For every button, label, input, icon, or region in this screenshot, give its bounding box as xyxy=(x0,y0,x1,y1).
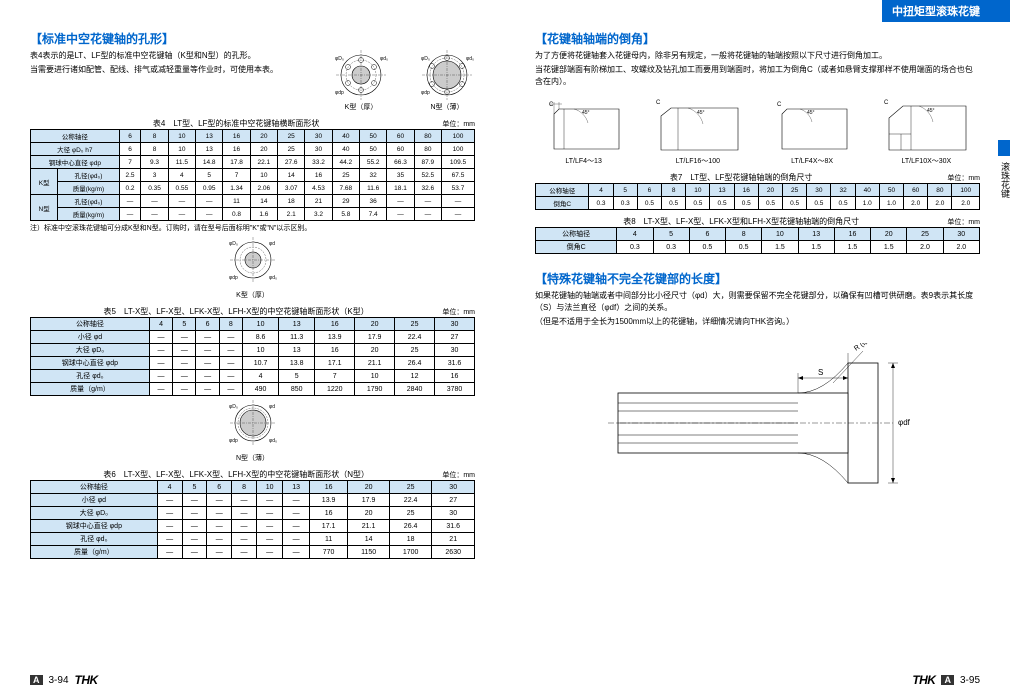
unit-label: 单位：mm xyxy=(442,307,475,317)
page-number-prefix: A xyxy=(30,675,43,685)
table5-diagram: φD₀φd φdpφd₀ K型（厚） xyxy=(30,237,475,300)
body-text: 为了方便将花键轴套入花键母内，除非另有规定，一般将花键轴的轴端按照以下尺寸进行倒… xyxy=(535,50,980,62)
section-title-special: 【特殊花键轴不完全花键部的长度】 xyxy=(535,270,980,287)
diagram-label: N型（薄） xyxy=(419,102,475,112)
spline-illustration: S R (砂轮半径) φdf xyxy=(535,343,980,498)
svg-text:φdp: φdp xyxy=(335,90,344,96)
table7-caption: 表7 LT型、LF型花键轴轴端的倒角尺寸 xyxy=(535,172,947,183)
side-tab: 滚珠花键 xyxy=(998,140,1010,200)
chamfer-diagrams: C 45° LT/LF4～13 C 45° LT/LF16～100 C xyxy=(535,94,980,166)
section-title-1: 【标准中空花键轴的孔形】 xyxy=(30,30,475,47)
svg-text:φd₀: φd₀ xyxy=(269,275,277,281)
svg-text:φdp: φdp xyxy=(421,90,430,96)
svg-text:45°: 45° xyxy=(807,110,815,116)
svg-text:φd: φd xyxy=(269,241,275,247)
section-title-chamfer: 【花键轴轴端的倒角】 xyxy=(535,30,980,47)
unit-label: 单位：mm xyxy=(947,173,980,183)
unit-label: 单位：mm xyxy=(442,119,475,129)
table5-caption: 表5 LT-X型、LF-X型、LFK-X型、LFH-X型的中空花键轴断面形状（K… xyxy=(30,306,442,317)
svg-text:φd: φd xyxy=(269,404,275,410)
svg-text:C: C xyxy=(549,102,554,108)
thk-logo: THK xyxy=(75,673,98,687)
table5: 公称轴径4568101316202530小径 φd————8.611.313.9… xyxy=(30,317,475,396)
table6: 公称轴径4568101316202530小径 φd——————13.917.92… xyxy=(30,480,475,559)
unit-label: 单位：mm xyxy=(947,217,980,227)
svg-text:φd₀: φd₀ xyxy=(380,56,388,62)
footer-left: A 3-94 THK xyxy=(30,673,98,687)
table4: 公称轴径6810131620253040506080100大径 φD₀ h768… xyxy=(30,129,475,221)
body-text: 当需要进行诸如配管、配线、排气或减轻重量等作业时，可使用本表。 xyxy=(30,64,323,76)
svg-text:φd₀: φd₀ xyxy=(466,56,474,62)
svg-text:C: C xyxy=(884,100,889,106)
table6-caption: 表6 LT-X型、LF-X型、LFK-X型、LFH-X型的中空花键轴断面形状（N… xyxy=(30,469,442,480)
svg-text:45°: 45° xyxy=(582,110,590,116)
unit-label: 单位：mm xyxy=(442,470,475,480)
page-number: 3-94 xyxy=(49,675,69,686)
body-text: 当花键部端面有阶梯加工、攻螺纹及钻孔加工而要用到端面时，将加工为倒角C（或者如悬… xyxy=(535,64,980,88)
body-text: （但是不适用于全长为1500mm以上的花键轴，详细情况请向THK咨询。） xyxy=(535,316,980,328)
table4-note: 注）标准中空滚珠花键轴可分成K型和N型。订购时，请在型号后面标明"K"或"N"以… xyxy=(30,223,475,233)
page-number: 3-95 xyxy=(960,675,980,686)
svg-text:45°: 45° xyxy=(697,110,705,116)
svg-text:C: C xyxy=(777,102,782,108)
s-label: S xyxy=(818,368,823,377)
svg-text:φD₀: φD₀ xyxy=(421,56,430,62)
body-text: 如果花键轴的轴端或者中间部分比小径尺寸（φd）大，则需要保留不完全花键部分，以确… xyxy=(535,290,980,314)
svg-text:φD₀: φD₀ xyxy=(229,404,238,410)
diagram-label: K型（厚） xyxy=(333,102,389,112)
cross-section-diagrams: φD₀ φd₀ φdp K型（厚） φD₀ φd₀ φdp xyxy=(333,50,475,112)
svg-text:φd₀: φd₀ xyxy=(269,438,277,444)
table7: 公称轴径45681013162025303240506080100倒角C0.30… xyxy=(535,183,980,210)
svg-text:φdf: φdf xyxy=(898,418,911,427)
page-number-prefix: A xyxy=(941,675,954,685)
table8: 公称轴径4568101316202530倒角C0.30.30.50.51.51.… xyxy=(535,227,980,254)
svg-text:φD₀: φD₀ xyxy=(229,241,238,247)
svg-text:φdp: φdp xyxy=(229,275,238,281)
svg-text:φD₀: φD₀ xyxy=(335,56,344,62)
svg-text:φdp: φdp xyxy=(229,438,238,444)
body-text: 表4表示的是LT、LF型的标准中空花键轴（K型和N型）的孔形。 xyxy=(30,50,323,62)
table6-diagram: φD₀φd φdpφd₀ N型（薄） xyxy=(30,400,475,463)
page-left: 【标准中空花键轴的孔形】 表4表示的是LT、LF型的标准中空花键轴（K型和N型）… xyxy=(0,0,505,695)
table4-caption: 表4 LT型、LF型的标准中空花键轴横断面形状 xyxy=(30,118,442,129)
footer-right: THK A 3-95 xyxy=(912,673,980,687)
table8-caption: 表8 LT-X型、LF-X型、LFK-X型和LFH-X型花键轴轴端的倒角尺寸 xyxy=(535,216,947,227)
thk-logo: THK xyxy=(912,673,935,687)
top-banner: 中扭矩型滚珠花键 xyxy=(882,0,1010,22)
page-right: 中扭矩型滚珠花键 滚珠花键 【花键轴轴端的倒角】 为了方便将花键轴套入花键母内，… xyxy=(505,0,1010,695)
svg-text:45°: 45° xyxy=(927,108,935,114)
svg-text:R (砂轮半径): R (砂轮半径) xyxy=(851,343,889,353)
svg-text:C: C xyxy=(656,100,661,106)
